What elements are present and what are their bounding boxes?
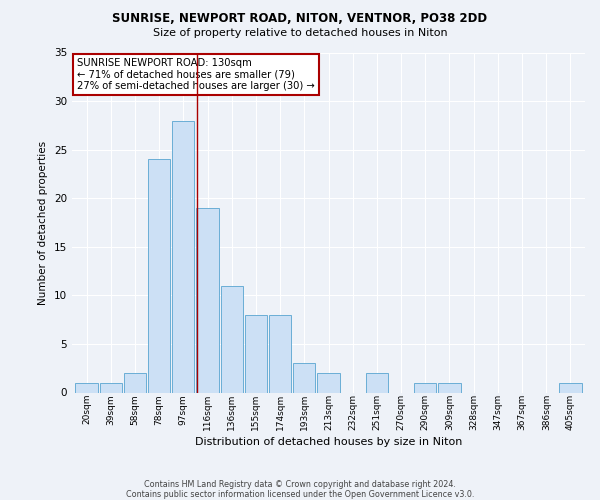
Bar [559, 383, 581, 392]
Bar [439, 383, 461, 392]
Bar [100, 383, 122, 392]
Text: SUNRISE NEWPORT ROAD: 130sqm
← 71% of detached houses are smaller (79)
27% of se: SUNRISE NEWPORT ROAD: 130sqm ← 71% of de… [77, 58, 315, 91]
Text: Contains HM Land Registry data © Crown copyright and database right 2024.: Contains HM Land Registry data © Crown c… [144, 480, 456, 489]
Bar [76, 383, 98, 392]
Bar [269, 315, 291, 392]
Bar [293, 364, 316, 392]
Y-axis label: Number of detached properties: Number of detached properties [38, 140, 49, 304]
Bar [172, 120, 194, 392]
Bar [317, 373, 340, 392]
Bar [221, 286, 243, 393]
Bar [196, 208, 218, 392]
Bar [414, 383, 436, 392]
Text: Size of property relative to detached houses in Niton: Size of property relative to detached ho… [152, 28, 448, 38]
Bar [245, 315, 267, 392]
X-axis label: Distribution of detached houses by size in Niton: Distribution of detached houses by size … [195, 437, 462, 447]
Bar [366, 373, 388, 392]
Text: Contains public sector information licensed under the Open Government Licence v3: Contains public sector information licen… [126, 490, 474, 499]
Text: SUNRISE, NEWPORT ROAD, NITON, VENTNOR, PO38 2DD: SUNRISE, NEWPORT ROAD, NITON, VENTNOR, P… [112, 12, 488, 26]
Bar [124, 373, 146, 392]
Bar [148, 160, 170, 392]
